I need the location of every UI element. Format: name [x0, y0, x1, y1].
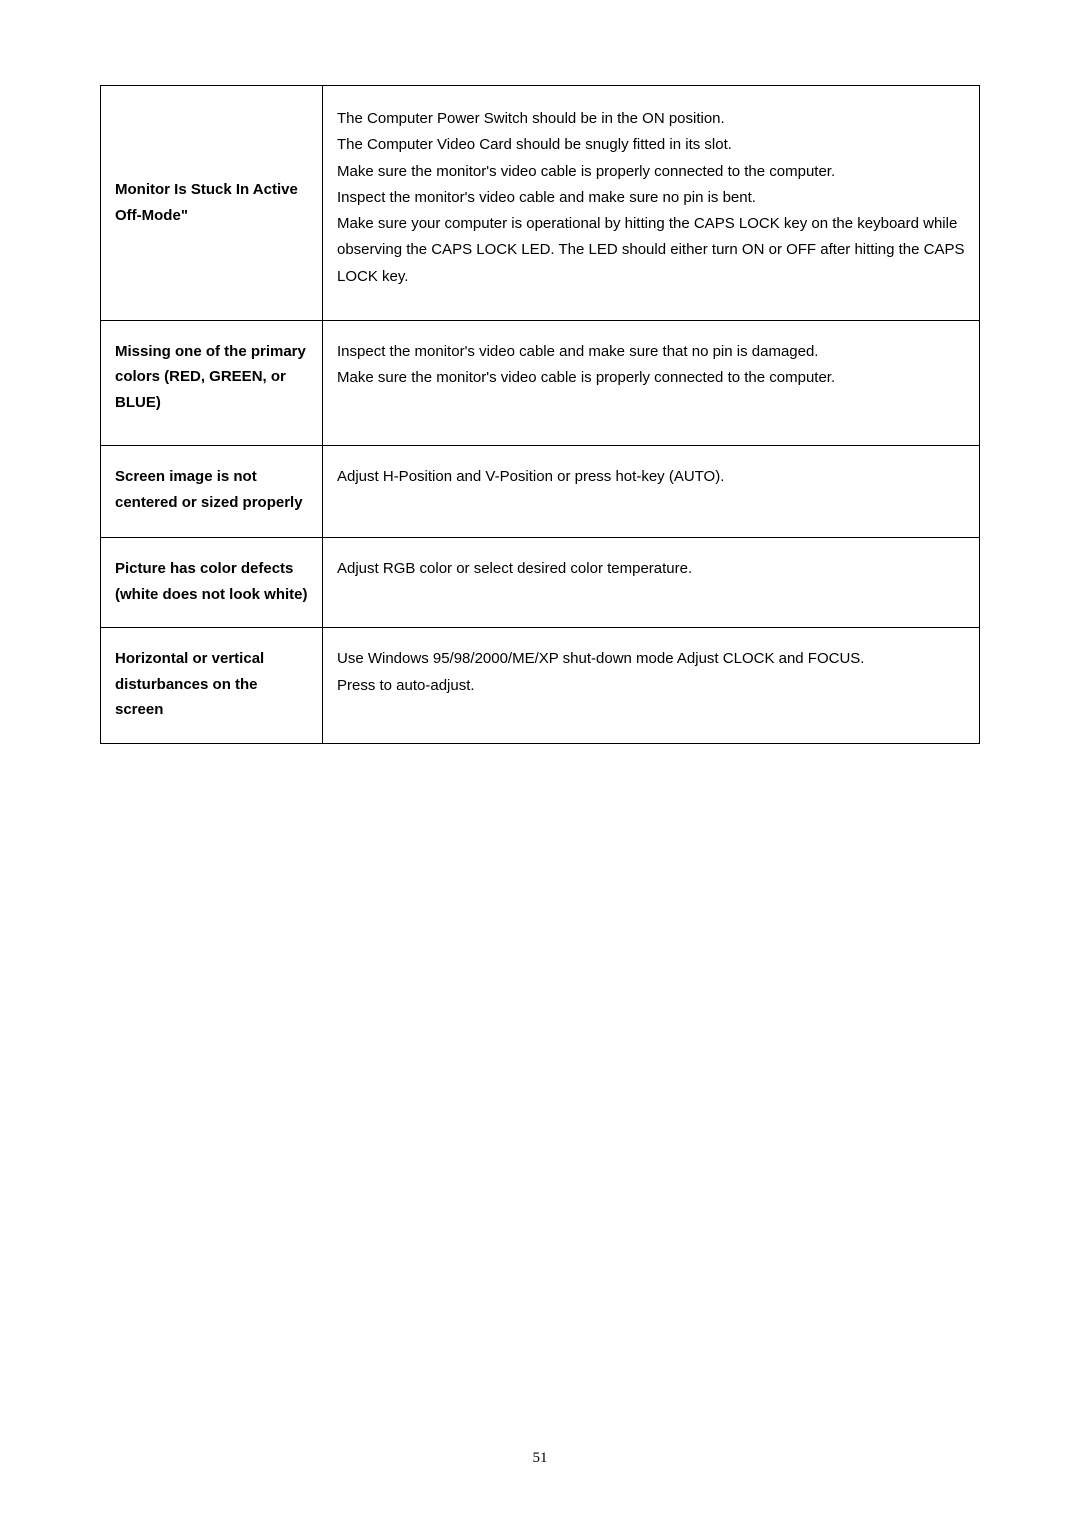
- page-number: 51: [0, 1450, 1080, 1467]
- table-row: Horizontal or vertical disturbances on t…: [101, 628, 980, 744]
- troubleshooting-table: Monitor Is Stuck In Active Off-Mode" The…: [100, 85, 980, 744]
- solution-line: Make sure your computer is operational b…: [337, 211, 965, 290]
- problem-cell: Monitor Is Stuck In Active Off-Mode": [101, 86, 323, 321]
- solution-line: Use Windows 95/98/2000/ME/XP shut-down m…: [337, 646, 965, 672]
- problem-cell: Screen image is not centered or sized pr…: [101, 446, 323, 538]
- table-row: Monitor Is Stuck In Active Off-Mode" The…: [101, 86, 980, 321]
- solution-cell: The Computer Power Switch should be in t…: [323, 86, 980, 321]
- solution-cell: Adjust H-Position and V-Position or pres…: [323, 446, 980, 538]
- table-row: Picture has color defects (white does no…: [101, 538, 980, 628]
- problem-cell: Horizontal or vertical disturbances on t…: [101, 628, 323, 744]
- solution-line: Make sure the monitor's video cable is p…: [337, 365, 965, 391]
- problem-cell: Picture has color defects (white does no…: [101, 538, 323, 628]
- solution-cell: Use Windows 95/98/2000/ME/XP shut-down m…: [323, 628, 980, 744]
- page-container: Monitor Is Stuck In Active Off-Mode" The…: [0, 0, 1080, 744]
- solution-line: Inspect the monitor's video cable and ma…: [337, 185, 965, 211]
- solution-line: Press to auto-adjust.: [337, 673, 965, 699]
- solution-cell: Inspect the monitor's video cable and ma…: [323, 320, 980, 446]
- table-row: Missing one of the primary colors (RED, …: [101, 320, 980, 446]
- solution-line: The Computer Power Switch should be in t…: [337, 106, 965, 132]
- solution-cell: Adjust RGB color or select desired color…: [323, 538, 980, 628]
- table-row: Screen image is not centered or sized pr…: [101, 446, 980, 538]
- solution-line: Adjust RGB color or select desired color…: [337, 556, 965, 582]
- problem-cell: Missing one of the primary colors (RED, …: [101, 320, 323, 446]
- solution-line: Make sure the monitor's video cable is p…: [337, 159, 965, 185]
- solution-line: Inspect the monitor's video cable and ma…: [337, 339, 965, 365]
- solution-line: Adjust H-Position and V-Position or pres…: [337, 464, 965, 490]
- solution-line: The Computer Video Card should be snugly…: [337, 132, 965, 158]
